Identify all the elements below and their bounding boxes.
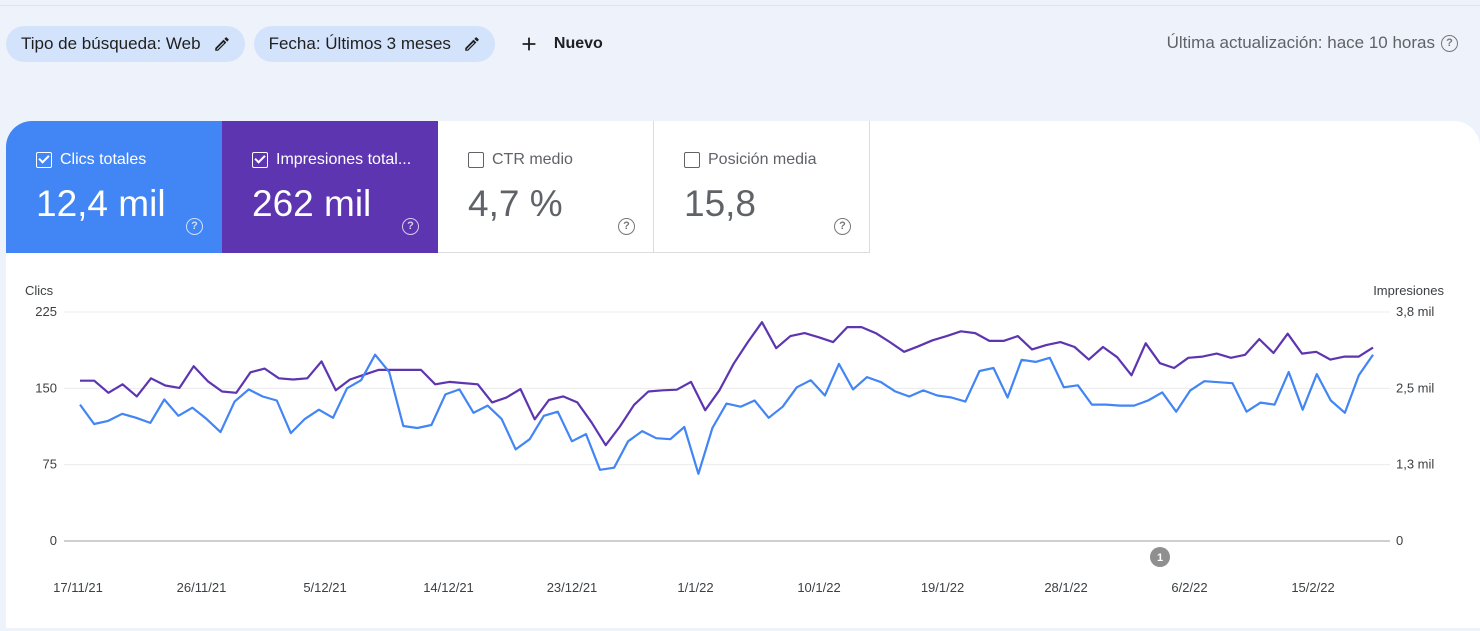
y-axis-right-label: Impresiones [1373,283,1444,298]
ctr-checkbox[interactable] [468,152,484,168]
metric-total-impressions[interactable]: Impresiones total... 262 mil ? [222,121,438,253]
x-tick-label: 26/11/21 [177,580,227,595]
x-tick-label: 5/12/21 [303,580,346,595]
chart-area: Clics Impresiones 225 3,8 mil 150 2,5 mil 75… [6,121,1480,628]
x-tick-label: 14/12/21 [423,580,474,595]
last-update-text: Última actualización: hace 10 horas [1166,33,1435,52]
clicks-checkbox[interactable] [36,152,52,168]
metric-average-position[interactable]: Posición media 15,8 ? [654,121,870,253]
x-tick-label: 6/2/22 [1171,580,1207,595]
annotation-badge: 1 [1150,547,1170,567]
y-tick-right: 0 [1396,533,1403,548]
search-type-filter-label: Tipo de búsqueda: Web [21,34,201,53]
y-tick-left: 225 [35,304,57,319]
performance-card: Clics totales 12,4 mil ? Impresiones tot… [6,121,1480,628]
plus-icon [522,37,536,51]
new-filter-button[interactable]: Nuevo [518,33,603,55]
x-tick-label: 15/2/22 [1291,580,1334,595]
y-tick-right: 2,5 mil [1396,380,1434,395]
help-icon[interactable]: ? [618,218,635,235]
x-tick-label: 28/1/22 [1044,580,1087,595]
y-tick-right: 3,8 mil [1396,304,1434,319]
help-icon[interactable]: ? [402,218,419,235]
series-line-impressions [80,321,1374,447]
y-tick-left: 150 [35,380,57,395]
metric-label: CTR medio [492,151,573,168]
position-checkbox[interactable] [684,152,700,168]
metric-value: 4,7 % [468,183,563,224]
pencil-icon[interactable] [463,35,481,53]
x-tick-label: 19/1/22 [921,580,964,595]
metric-total-clicks[interactable]: Clics totales 12,4 mil ? [6,121,222,253]
metric-value: 15,8 [684,183,757,224]
series-line-clicks [79,353,1374,475]
metric-average-ctr[interactable]: CTR medio 4,7 % ? [438,121,654,253]
metric-label: Impresiones total... [276,151,412,168]
metric-label: Clics totales [60,151,147,168]
y-tick-left: 75 [43,457,57,472]
impressions-checkbox[interactable] [252,152,268,168]
top-divider [0,5,1480,6]
date-filter-chip[interactable]: Fecha: Últimos 3 meses [253,26,495,62]
series-points-clicks [79,354,1374,474]
annotation-label: 1 [1157,552,1163,564]
pencil-icon[interactable] [213,35,231,53]
filter-bar: Tipo de búsqueda: Web Fecha: Últimos 3 m… [6,26,603,62]
last-update: Última actualización: hace 10 horas ? [1167,33,1458,53]
help-icon[interactable]: ? [1441,34,1458,52]
y-axis-left-label: Clics [25,283,54,298]
x-tick-label: 10/1/22 [797,580,840,595]
metric-value: 262 mil [252,183,372,224]
performance-chart[interactable]: Clics Impresiones 225 3,8 mil 150 2,5 mil 75… [6,121,1480,628]
y-tick-right: 1,3 mil [1396,457,1434,472]
help-icon[interactable]: ? [834,218,851,235]
x-tick-label: 1/1/22 [677,580,713,595]
new-filter-label: Nuevo [553,35,603,52]
annotation-marker [1150,547,1170,567]
y-tick-left: 0 [50,533,57,548]
x-tick-label: 23/12/21 [547,580,598,595]
help-icon[interactable]: ? [186,218,203,235]
metric-value: 12,4 mil [36,183,166,224]
metric-label: Posición media [708,151,817,168]
series-points-impressions [79,322,1374,446]
x-tick-label: 17/11/21 [53,580,103,595]
date-filter-label: Fecha: Últimos 3 meses [268,34,451,53]
search-type-filter-chip[interactable]: Tipo de búsqueda: Web [6,26,245,62]
